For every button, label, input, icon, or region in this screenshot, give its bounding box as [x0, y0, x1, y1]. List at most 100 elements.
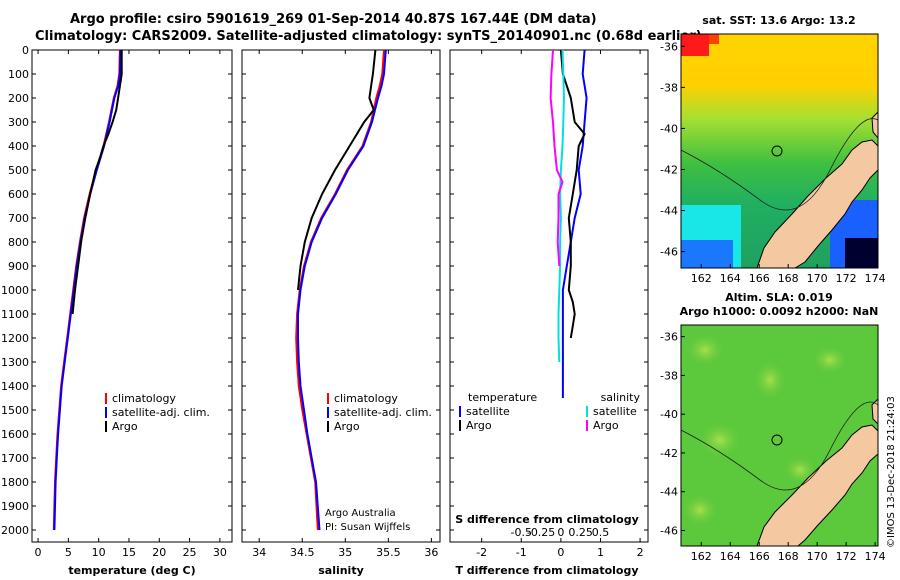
- temperature-xlabel: temperature (deg C): [68, 564, 195, 577]
- temperature-series: [52, 50, 123, 531]
- land-south-island: [756, 424, 878, 546]
- salinity-axis-ticks: 34 34.5 35 35.5 36: [242, 49, 440, 559]
- imos-timestamp: ©IMOS 13-Dec-2018 21:24:03: [886, 396, 897, 548]
- lat-tick-label: -42: [660, 163, 678, 176]
- difference-legend: temperature salinity satellite Argo sate…: [459, 391, 641, 432]
- x-tick-label: 20: [152, 546, 166, 559]
- difference-panel-frame: [449, 49, 649, 543]
- bathymetry-contour: [681, 401, 878, 491]
- figure-title-line1: Argo profile: csiro 5901619_269 01-Sep-2…: [70, 12, 597, 27]
- map2-frame: [680, 324, 879, 547]
- lon-tick-label: 162: [691, 550, 712, 563]
- sla-anomaly-blob: [681, 492, 720, 528]
- salinity-panel-frame: [241, 49, 441, 543]
- lon-tick-label: 172: [836, 550, 857, 563]
- map2-axis-ticks: 162 164 166 168 170 172 174 -36 -38 -40 -42 -44 -46: [660, 331, 886, 563]
- legend-label-satellite: satellite-adj. clim.: [112, 406, 210, 419]
- lon-tick-label: 170: [807, 550, 828, 563]
- temperature-axis-ticks: 0100200300400500600700800900100011001200…: [1, 44, 232, 559]
- bathymetry-contour: [681, 118, 878, 211]
- legend-label-sal-satellite: satellite: [593, 405, 637, 418]
- y-tick-label: 1500: [1, 404, 29, 417]
- map1-axis-ticks: 162 164 166 168 170 172 174 -36 -38 -40 -42 -44 -46: [660, 40, 886, 285]
- y-tick-label: 1900: [1, 500, 29, 513]
- x-tick-label-top: 0.25: [568, 526, 593, 539]
- series-line-temperature-satellite: [561, 50, 588, 398]
- lat-tick-label: -46: [660, 524, 678, 537]
- lon-tick-label: 168: [778, 272, 799, 285]
- difference-xlabel-top: S difference from climatology: [455, 513, 639, 526]
- legend-label-climatology: climatology: [334, 392, 398, 405]
- y-tick-label: 2000: [1, 524, 29, 537]
- series-line-temperature-argo: [559, 50, 586, 339]
- lat-tick-label: -38: [660, 369, 678, 382]
- salinity-xlabel: salinity: [318, 564, 364, 577]
- credit-line1: Argo Australia: [325, 508, 396, 519]
- legend-label-climatology: climatology: [112, 392, 176, 405]
- map1-frame: [680, 33, 879, 269]
- legend-title-salinity: salinity: [601, 391, 641, 404]
- y-tick-label: 1100: [1, 308, 29, 321]
- y-tick-label: 800: [8, 236, 29, 249]
- x-tick-label: -1: [516, 546, 527, 559]
- salinity-series: [295, 50, 387, 531]
- x-tick-label: 36: [424, 546, 438, 559]
- series-line-salinity-satellite: [557, 50, 566, 363]
- sla-anomaly-blob: [810, 344, 850, 376]
- x-tick-label: 34: [252, 546, 266, 559]
- lon-tick-label: 174: [865, 272, 886, 285]
- land-north-island: [871, 398, 878, 425]
- map2-title-line1: Altim. SLA: 0.019: [725, 291, 832, 304]
- argo-float-marker: [771, 434, 783, 446]
- lat-tick-label: -36: [660, 40, 678, 53]
- x-tick-label: 0: [557, 546, 564, 559]
- y-tick-label: 1800: [1, 476, 29, 489]
- lon-tick-label: 164: [720, 550, 741, 563]
- legend-label-temp-satellite: satellite: [466, 405, 510, 418]
- lat-tick-label: -44: [660, 486, 678, 499]
- series-line-satellite-adj-clim-: [297, 50, 387, 531]
- x-tick-label: 10: [92, 546, 106, 559]
- x-tick-label: 35: [338, 546, 352, 559]
- legend-label-temp-argo: Argo: [466, 419, 492, 432]
- legend-label-sal-argo: Argo: [593, 419, 619, 432]
- lon-tick-label: 168: [778, 550, 799, 563]
- difference-axis-ticks: -2 -1 0 1 2 -0.5-0.25 0 0.250.5: [450, 49, 648, 559]
- difference-series: [549, 50, 588, 398]
- y-tick-label: 1300: [1, 356, 29, 369]
- y-tick-label: 1400: [1, 380, 29, 393]
- figure-title-line2: Climatology: CARS2009. Satellite-adjuste…: [35, 29, 702, 44]
- lon-tick-label: 166: [749, 550, 770, 563]
- y-tick-label: 0: [22, 44, 29, 57]
- sla-anomaly-blob: [683, 332, 727, 368]
- series-line-salinity-argo: [549, 50, 564, 267]
- lat-tick-label: -38: [660, 81, 678, 94]
- series-line-argo: [71, 50, 123, 315]
- series-line-satellite-adj-clim-: [53, 50, 122, 531]
- sst-warm-patch: [709, 34, 719, 44]
- x-tick-label: 30: [213, 546, 227, 559]
- lon-tick-label: 164: [720, 272, 741, 285]
- lon-tick-label: 170: [807, 272, 828, 285]
- y-tick-label: 500: [8, 164, 29, 177]
- x-tick-label-top: -0.5: [511, 526, 532, 539]
- lat-tick-label: -36: [660, 331, 678, 344]
- x-tick-label-top: -0.25: [527, 526, 555, 539]
- sst-map: [681, 34, 878, 268]
- y-tick-label: 700: [8, 212, 29, 225]
- x-tick-label: 1: [597, 546, 604, 559]
- x-tick-label: 0: [35, 546, 42, 559]
- sst-cold-patch: [845, 238, 878, 268]
- x-tick-label: 34.5: [290, 546, 315, 559]
- y-tick-label: 900: [8, 260, 29, 273]
- sst-warm-patch: [681, 34, 709, 56]
- lon-tick-label: 162: [691, 272, 712, 285]
- series-line-argo: [297, 50, 377, 291]
- y-tick-label: 300: [8, 116, 29, 129]
- lat-tick-label: -44: [660, 205, 678, 218]
- x-tick-label: -2: [476, 546, 487, 559]
- map2-title-line2: Argo h1000: 0.0092 h2000: NaN: [680, 305, 879, 318]
- map1-title: sat. SST: 13.6 Argo: 13.2: [702, 14, 855, 27]
- sst-cold-patch: [681, 240, 733, 268]
